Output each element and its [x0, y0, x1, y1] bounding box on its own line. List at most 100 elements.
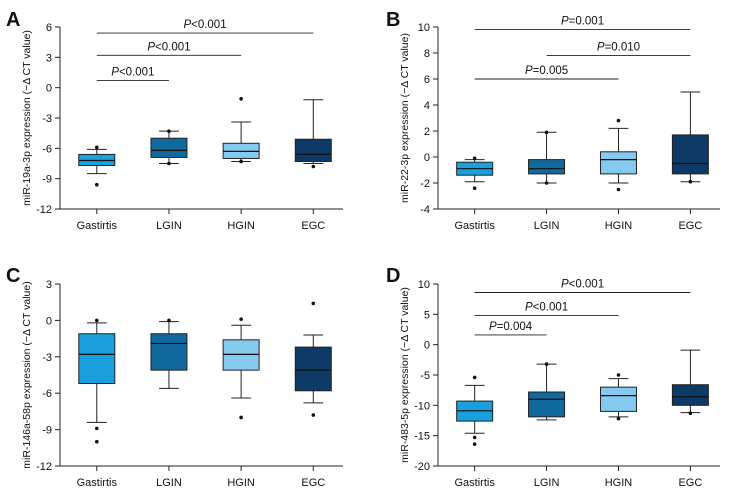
box-iqr — [294, 346, 332, 392]
box-iqr — [150, 137, 188, 158]
y-tick-label: 0 — [46, 315, 52, 327]
significance-label: P<0.001 — [525, 302, 568, 314]
box-egc — [294, 99, 332, 169]
y-tick-label: 0 — [424, 152, 430, 164]
outlier-point — [616, 373, 621, 377]
box-iqr — [222, 339, 260, 371]
outlier-point — [616, 416, 621, 421]
y-tick-label: 10 — [418, 22, 430, 34]
box-gastirtis — [456, 375, 494, 446]
outlier-point — [94, 439, 99, 444]
outlier-point — [311, 164, 316, 169]
x-tick-label: EGC — [301, 477, 325, 489]
outlier-point — [688, 411, 693, 416]
box-egc — [294, 301, 332, 417]
outlier-point — [239, 317, 243, 321]
significance-label: P<0.001 — [561, 278, 604, 290]
y-tick-label: 6 — [424, 74, 430, 86]
outlier-point — [94, 182, 99, 187]
outlier-point — [167, 161, 171, 166]
x-tick-label: LGIN — [534, 220, 560, 232]
box-iqr — [294, 138, 332, 162]
y-tick-label: 0 — [424, 340, 430, 352]
box-lgin — [150, 129, 188, 166]
outlier-point — [311, 413, 316, 417]
box-iqr — [599, 151, 637, 175]
outlier-point — [94, 426, 99, 431]
y-tick-label: -3 — [42, 113, 52, 125]
outlier-point — [472, 375, 477, 380]
box-hgin — [599, 118, 637, 192]
y-tick-label: 4 — [424, 100, 430, 112]
outlier-point — [167, 129, 171, 133]
box-hgin — [222, 317, 260, 420]
x-tick-label: Gastirtis — [454, 477, 495, 489]
x-tick-label: Gastirtis — [77, 477, 118, 489]
box-hgin — [222, 96, 260, 164]
y-axis-label: miR-19a-3p expression (−Δ CT value) — [21, 30, 33, 206]
box-lgin — [528, 130, 566, 185]
y-tick-label: -12 — [36, 204, 52, 216]
x-tick-label: HGIN — [605, 220, 633, 232]
panel-letter: B — [386, 9, 400, 31]
significance-label: P=0.005 — [525, 65, 568, 77]
x-tick-label: LGIN — [156, 477, 182, 489]
y-tick-label: 5 — [424, 309, 430, 321]
box-lgin — [150, 318, 188, 389]
y-tick-label: 2 — [424, 126, 430, 138]
significance-label: P<0.001 — [183, 19, 226, 31]
outlier-point — [167, 318, 171, 323]
box-iqr — [528, 391, 566, 418]
y-tick-label: -5 — [420, 370, 430, 382]
outlier-point — [544, 181, 549, 185]
y-tick-label: -6 — [42, 143, 52, 155]
x-tick-label: Gastirtis — [77, 220, 118, 232]
x-tick-label: EGC — [301, 220, 325, 232]
outlier-point — [544, 362, 549, 366]
x-tick-label: HGIN — [605, 477, 633, 489]
box-iqr — [78, 333, 116, 384]
y-axis-label: miR-483-5p expression (−Δ CT value) — [399, 287, 411, 463]
outlier-point — [239, 96, 243, 101]
outlier-point — [472, 442, 477, 446]
y-tick-label: 10 — [418, 279, 430, 291]
significance-label: P=0.010 — [597, 42, 640, 54]
box-iqr — [528, 159, 566, 175]
box-gastirtis — [78, 145, 116, 187]
y-tick-label: -10 — [414, 400, 430, 412]
outlier-point — [239, 415, 243, 420]
outlier-point — [688, 179, 693, 184]
outlier-point — [616, 187, 621, 192]
panel-letter: C — [6, 265, 20, 287]
outlier-point — [472, 435, 477, 440]
y-tick-label: 3 — [46, 279, 52, 291]
box-egc — [671, 349, 709, 416]
outlier-point — [94, 145, 99, 150]
y-tick-label: -3 — [42, 352, 52, 364]
y-tick-label: -2 — [420, 178, 430, 190]
outlier-point — [94, 318, 99, 323]
y-tick-label: -20 — [414, 461, 430, 473]
x-tick-label: LGIN — [534, 477, 560, 489]
x-tick-label: LGIN — [156, 220, 182, 232]
outlier-point — [311, 301, 316, 306]
chart-panel-b: B -4 -2 0 2 4 6 8 10 miR-22-3p expression (−Δ CT … — [386, 9, 720, 232]
significance-label: P=0.001 — [561, 16, 604, 28]
y-tick-label: 3 — [46, 52, 52, 64]
x-tick-label: EGC — [678, 477, 702, 489]
x-tick-label: Gastirtis — [454, 220, 495, 232]
outlier-point — [544, 130, 549, 135]
box-iqr — [599, 386, 637, 412]
chart-panel-d: D -20 -15 -10 -5 0 5 10 miR-483-5p expression (−… — [386, 265, 720, 489]
box-iqr — [671, 384, 709, 406]
y-tick-label: -15 — [414, 431, 430, 443]
y-tick-label: -12 — [36, 461, 52, 473]
y-axis-label: miR-146a-58p expression (−Δ CT value) — [21, 281, 33, 468]
x-tick-label: HGIN — [227, 220, 255, 232]
box-lgin — [528, 362, 566, 421]
y-tick-label: 6 — [46, 22, 52, 34]
box-egc — [671, 91, 709, 184]
chart-panel-c: C -12 -9 -6 -3 0 3 miR-146a-58p expression (−Δ … — [6, 265, 343, 489]
significance-label: P=0.004 — [489, 321, 533, 333]
